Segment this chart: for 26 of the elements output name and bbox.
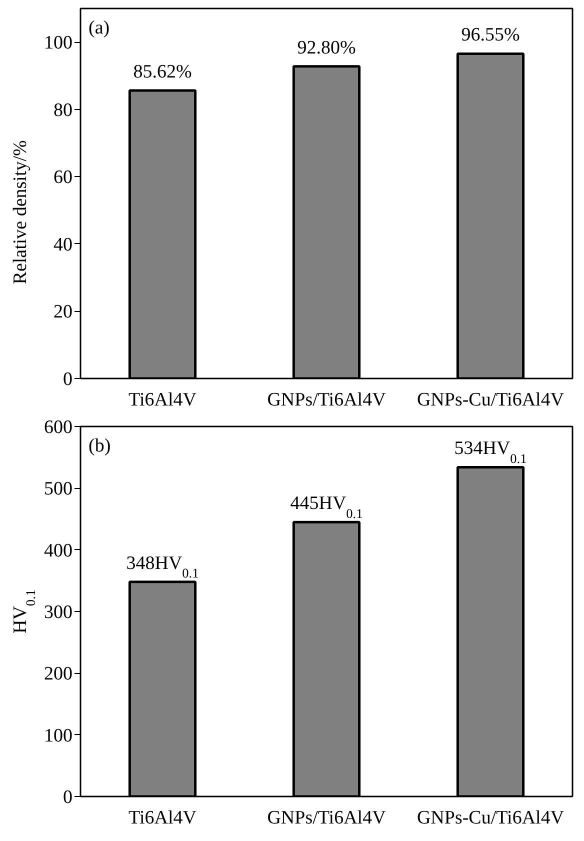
y-tick-label: 20 bbox=[54, 302, 72, 323]
text: (a) bbox=[88, 18, 110, 38]
y-tick-label: 40 bbox=[54, 234, 72, 256]
y-tick-label: 200 bbox=[44, 664, 72, 685]
y-tick-label: 500 bbox=[44, 478, 72, 500]
y-tick-label: 400 bbox=[44, 540, 72, 562]
data-label: 96.55% bbox=[461, 24, 520, 46]
y-axis-title: Relative density/% bbox=[10, 140, 32, 284]
x-tick-label: GNPs-Cu/Ti6Al4V bbox=[416, 390, 564, 410]
x-tick-label: GNPs/Ti6Al4V bbox=[267, 390, 386, 410]
y-tick-label: 300 bbox=[44, 602, 72, 623]
text: (b) bbox=[88, 436, 111, 456]
x-tick-label: Ti6Al4V bbox=[128, 808, 197, 828]
x-tick-label: GNPs-Cu/Ti6Al4V bbox=[416, 808, 564, 828]
y-tick-label: 100 bbox=[44, 725, 72, 746]
data-label: 85.62% bbox=[133, 62, 192, 83]
y-axis-title: HV0.1 bbox=[10, 590, 38, 634]
x-tick-label: Ti6Al4V bbox=[128, 390, 197, 410]
y-tick-label: 0 bbox=[63, 787, 72, 808]
y-tick-label: 0 bbox=[63, 369, 72, 390]
y-tick-label: 80 bbox=[54, 100, 72, 121]
x-tick-label: GNPs/Ti6Al4V bbox=[267, 808, 386, 828]
data-label: 92.80% bbox=[297, 37, 356, 58]
y-tick-label: 60 bbox=[54, 167, 72, 188]
y-tick-label: 600 bbox=[44, 417, 72, 438]
y-tick-label: 100 bbox=[44, 32, 72, 54]
